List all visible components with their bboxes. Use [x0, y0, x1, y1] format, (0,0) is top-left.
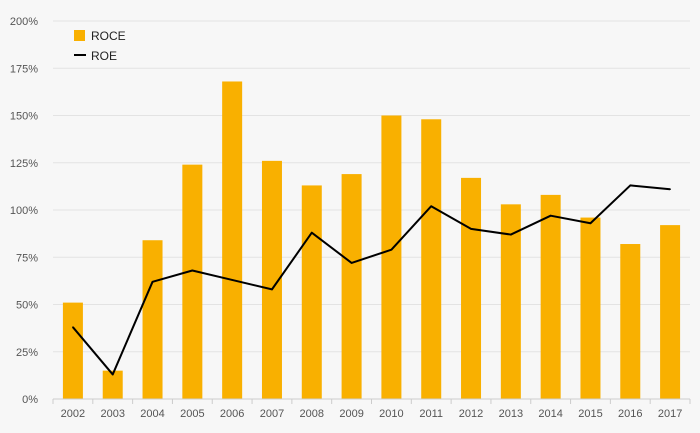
roe-point: [231, 279, 233, 281]
legend: ROCE ROE: [74, 29, 126, 63]
roe-point: [510, 233, 512, 236]
x-tick-label: 2017: [658, 408, 682, 420]
x-tick-label: 2013: [499, 408, 523, 420]
roe-point: [589, 222, 592, 225]
roe-point: [151, 281, 154, 283]
roce-bar: [540, 194, 561, 399]
legend-swatch-roce: [74, 30, 85, 41]
roce-bar: [620, 244, 641, 399]
axes: 0% 25% 50% 75% 100% 125% 150% 175% 200% 2002 2003 2…: [10, 16, 691, 420]
x-tick-label: 2012: [459, 408, 483, 420]
roce-bar: [301, 185, 322, 399]
roe-point: [310, 231, 313, 234]
roce-bar: [62, 302, 83, 399]
roe-point: [72, 326, 74, 328]
y-tick-label: 200%: [10, 16, 38, 28]
x-tick-label: 2002: [61, 408, 85, 420]
roce-bars: [62, 81, 681, 399]
roce-bar: [102, 370, 123, 399]
roce-bar: [660, 225, 681, 399]
y-tick-label: 0%: [22, 394, 38, 406]
roe-point: [390, 248, 393, 251]
x-tick-label: 2007: [260, 408, 284, 420]
x-tick-label: 2015: [578, 408, 602, 420]
roe-point: [669, 188, 671, 191]
legend-label-roce: ROCE: [91, 29, 126, 43]
roce-bar: [261, 160, 282, 399]
x-tick-label: 2010: [379, 408, 403, 420]
roe-point: [629, 184, 632, 187]
roe-point: [271, 288, 273, 291]
roce-bar: [461, 177, 482, 399]
x-tick-label: 2003: [100, 408, 124, 420]
roce-bar: [182, 164, 203, 399]
x-tick-label: 2005: [180, 408, 204, 420]
roce-bar: [222, 81, 243, 399]
y-tick-label: 150%: [10, 111, 38, 123]
roce-bar: [341, 174, 362, 399]
roe-point: [470, 228, 472, 230]
roce-bar: [500, 204, 521, 399]
roe-point: [549, 214, 552, 217]
x-tick-label: 2016: [618, 408, 642, 420]
x-tick-label: 2014: [538, 408, 562, 420]
roe-line-group: [72, 184, 671, 376]
x-tick-label: 2011: [419, 408, 443, 420]
y-tick-label: 25%: [16, 347, 38, 359]
roce-bar: [381, 115, 402, 399]
roe-point: [111, 373, 114, 376]
roce-bar: [142, 240, 163, 399]
x-tick-label: 2006: [220, 408, 244, 420]
y-tick-label: 125%: [10, 158, 38, 170]
roce-bar: [580, 217, 601, 399]
roe-point: [430, 205, 433, 208]
roe-line: [72, 184, 671, 376]
x-tick-label: 2009: [339, 408, 363, 420]
roe-point: [191, 269, 194, 272]
y-tick-label: 75%: [16, 252, 38, 264]
roce-bar: [421, 119, 442, 399]
x-tick-label: 2008: [300, 408, 324, 420]
roe-point: [350, 262, 353, 264]
y-tick-label: 50%: [16, 300, 38, 312]
y-tick-label: 175%: [10, 63, 38, 75]
x-tick-label: 2004: [140, 408, 164, 420]
y-tick-label: 100%: [10, 205, 38, 217]
legend-label-roe: ROE: [91, 49, 117, 63]
